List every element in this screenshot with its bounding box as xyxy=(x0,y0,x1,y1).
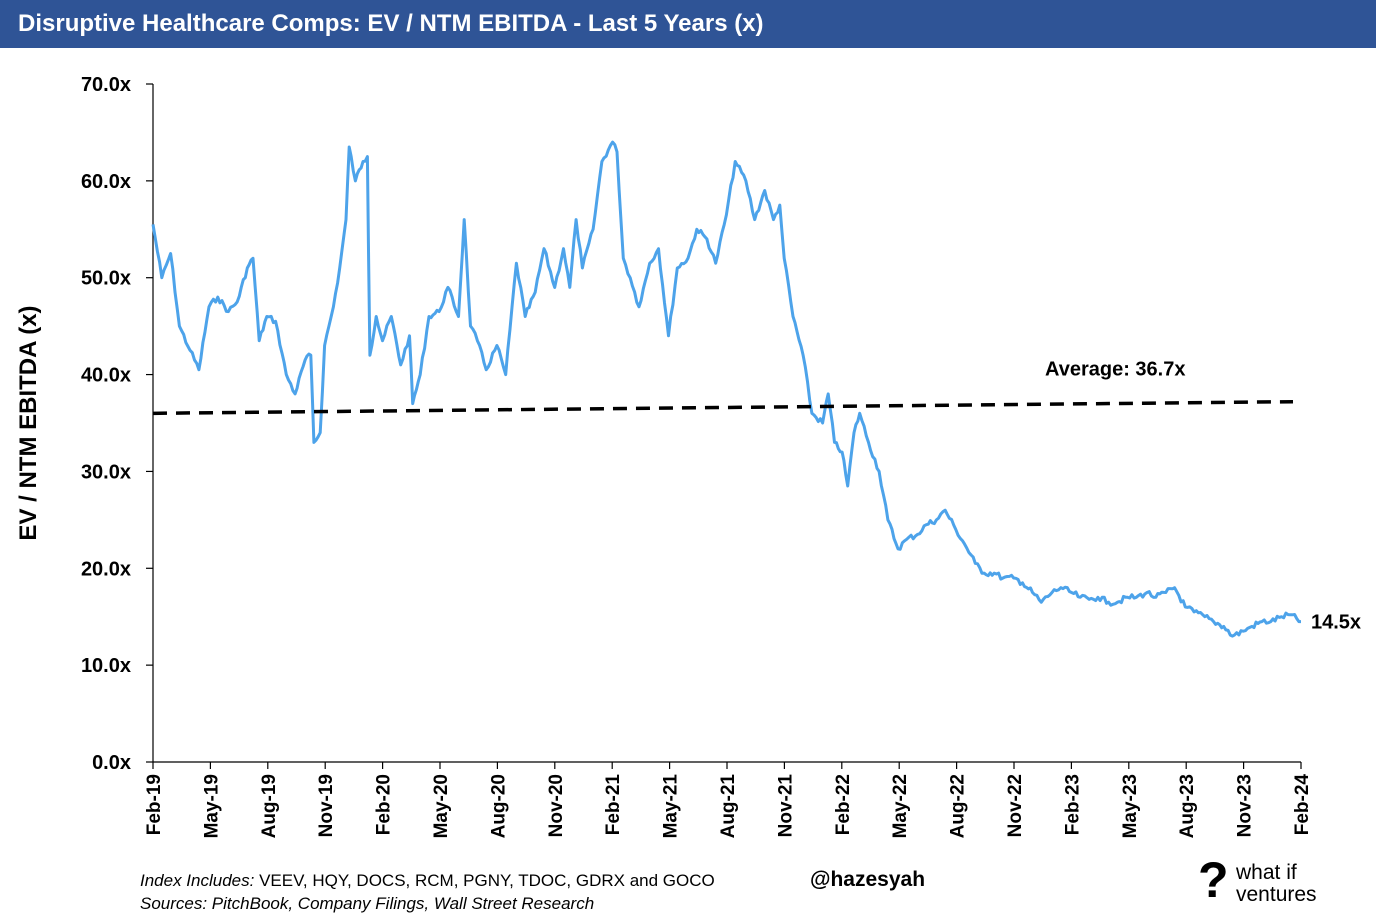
chart-title: Disruptive Healthcare Comps: EV / NTM EB… xyxy=(18,10,764,37)
x-tick-label: Nov-21 xyxy=(775,774,796,838)
x-tick-label: Nov-23 xyxy=(1235,774,1256,837)
x-tick-label: Feb-21 xyxy=(603,774,624,836)
chart-title-bar: Disruptive Healthcare Comps: EV / NTM EB… xyxy=(0,0,1376,48)
x-tick-label: May-23 xyxy=(1120,774,1141,838)
question-mark-icon: ? xyxy=(1198,852,1229,908)
sources-footnote: Sources: PitchBook, Company Filings, Wal… xyxy=(140,894,595,913)
average-label: Average: 36.7x xyxy=(1045,359,1185,381)
chart-area: 0.0x 10.0x 20.0x 30.0x 40.0x 50.0x 60.0x 70.0x E… xyxy=(15,74,1361,839)
author-handle: @hazesyah xyxy=(810,868,926,891)
x-tick-label: May-21 xyxy=(661,774,682,839)
index-list: VEEV, HQY, DOCS, RCM, PGNY, TDOC, GDRX a… xyxy=(254,871,715,890)
logo-wordmark: what if ventures xyxy=(1236,862,1317,906)
x-tick-label: Aug-22 xyxy=(948,774,969,838)
y-tick-label: 0.0x xyxy=(92,752,131,774)
x-tick-label: Nov-19 xyxy=(316,774,337,837)
y-tick-label: 20.0x xyxy=(81,558,131,580)
x-tick-label: Feb-22 xyxy=(833,774,854,835)
y-axis-title: EV / NTM EBITDA (x) xyxy=(15,305,42,540)
y-tick-label: 40.0x xyxy=(81,365,131,387)
x-tick-label: Aug-20 xyxy=(488,774,509,838)
series-line xyxy=(151,140,1301,638)
x-tick-label: May-20 xyxy=(431,774,452,838)
average-line xyxy=(152,399,1294,416)
index-prefix: Index Includes: xyxy=(140,871,255,890)
x-tick-label: Feb-24 xyxy=(1292,774,1313,836)
x-tick-label: Feb-23 xyxy=(1062,774,1083,835)
end-value-label: 14.5x xyxy=(1311,612,1361,634)
x-tick-label: Aug-23 xyxy=(1177,774,1198,838)
x-tick-label: Aug-19 xyxy=(259,774,280,838)
x-tick-label: Aug-21 xyxy=(718,774,739,839)
y-tick-label: 50.0x xyxy=(81,268,131,290)
y-tick-label: 30.0x xyxy=(81,461,131,483)
x-tick-label: Nov-22 xyxy=(1005,774,1026,837)
y-tick-label: 70.0x xyxy=(81,74,131,96)
what-if-ventures-logo: ? what if ventures xyxy=(1198,852,1348,910)
y-tick-label: 10.0x xyxy=(81,655,131,677)
logo-line-1: what if xyxy=(1236,861,1297,884)
x-tick-label: May-22 xyxy=(890,774,911,838)
x-tick-label: May-19 xyxy=(201,774,222,838)
x-tick-label: Nov-20 xyxy=(546,774,567,837)
index-footnote: Index Includes: VEEV, HQY, DOCS, RCM, PG… xyxy=(140,871,715,891)
x-tick-label: Feb-20 xyxy=(374,774,395,835)
x-tick-label: Feb-19 xyxy=(144,774,165,835)
y-tick-label: 60.0x xyxy=(81,171,131,193)
logo-line-2: ventures xyxy=(1236,883,1317,906)
